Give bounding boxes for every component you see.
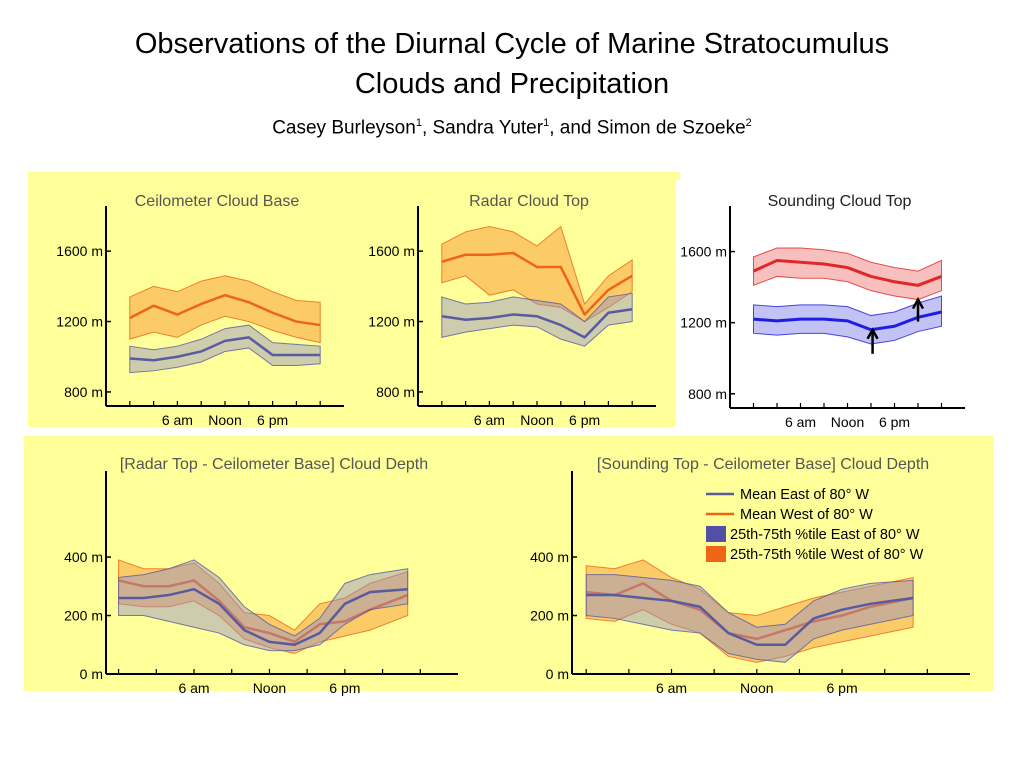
author-affiliation: 1	[415, 117, 422, 129]
mean-line-sounding_west	[752, 258, 943, 287]
author-name: Simon de Szoeke	[596, 117, 746, 139]
y-tick-label: 400 m	[64, 549, 103, 565]
mean-line-east	[129, 336, 321, 362]
chart-title: Radar Cloud Top	[469, 193, 589, 210]
x-tick-label: 6 am	[474, 412, 505, 428]
x-tick-label: Noon	[831, 414, 864, 430]
mean-line-east	[441, 308, 633, 339]
y-tick-label: 1600 m	[680, 244, 727, 260]
legend-box-swatch	[706, 526, 726, 542]
author-affiliation: 1	[543, 117, 550, 129]
iqr-band-west	[129, 275, 321, 344]
y-tick-label: 0 m	[80, 666, 103, 682]
iqr-band-west	[118, 559, 409, 655]
y-tick-label: 800 m	[376, 384, 415, 400]
author-name: Casey Burleyson	[272, 117, 416, 139]
y-tick-label: 800 m	[64, 384, 103, 400]
mean-line-sounding_east	[753, 310, 942, 332]
chart-title: Ceilometer Cloud Base	[135, 193, 300, 210]
ceilometer-cloud-base-chart: Ceilometer Cloud Base 800 m 1200 m 1600 m 6 …	[56, 193, 344, 428]
y-tick-label: 400 m	[530, 549, 569, 565]
x-tick-label: 6 am	[656, 680, 687, 696]
y-tick-label: 1200 m	[368, 314, 415, 330]
iqr-band-east	[118, 559, 409, 652]
x-tick-label: 6 am	[178, 680, 209, 696]
legend-label: 25th-75th %tile East of 80° W	[730, 527, 920, 543]
iqr-band-east	[585, 574, 914, 663]
y-tick-label: 800 m	[688, 386, 727, 402]
iqr-band-west	[585, 559, 914, 663]
author-separator: ,	[421, 117, 433, 139]
x-tick-label: 6 pm	[879, 414, 910, 430]
sounding-cloud-top-chart: Sounding Cloud Top 800 m 1200 m 1600 m 6 am N…	[676, 180, 976, 430]
y-tick-label: 1200 m	[56, 314, 103, 330]
page-title-line2: Clouds and Precipitation	[354, 68, 670, 100]
author-affiliation: 2	[745, 117, 752, 129]
legend-box-swatch	[706, 546, 726, 562]
annotation-arrowhead	[866, 327, 879, 340]
page-title-line1: Observations of the Diurnal Cycle of Mar…	[134, 28, 890, 60]
radar-depth-chart: [Radar Top - Ceilometer Base] Cloud Dept…	[64, 456, 458, 696]
legend-label: Mean East of 80° W	[740, 487, 869, 503]
chart-title: [Radar Top - Ceilometer Base] Cloud Dept…	[120, 456, 428, 473]
mean-line-west	[118, 579, 409, 644]
chart-title: Sounding Cloud Top	[768, 193, 912, 210]
x-tick-label: 6 pm	[257, 412, 288, 428]
y-tick-label: 200 m	[64, 608, 103, 624]
radar-cloud-top-chart: Radar Cloud Top 800 m 1200 m 1600 m 6 am Noon…	[368, 193, 656, 428]
legend-label: 25th-75th %tile West of 80° W	[730, 547, 924, 563]
x-tick-label: 6 am	[162, 412, 193, 428]
x-tick-label: 6 pm	[569, 412, 600, 428]
x-tick-label: Noon	[740, 680, 773, 696]
y-tick-label: 1200 m	[680, 315, 727, 331]
x-tick-label: 6 pm	[329, 680, 360, 696]
iqr-band-east	[441, 292, 633, 347]
x-tick-label: 6 am	[785, 414, 816, 430]
x-tick-label: Noon	[208, 412, 241, 428]
x-tick-label: Noon	[253, 680, 286, 696]
x-tick-label: 6 pm	[827, 680, 858, 696]
mean-line-west	[586, 582, 914, 641]
iqr-band-west	[441, 225, 633, 323]
y-tick-label: 200 m	[530, 608, 569, 624]
y-tick-label: 0 m	[546, 666, 569, 682]
authors-line: Casey Burleyson1, Sandra Yuter1, and Sim…	[0, 117, 1024, 139]
legend-label: Mean West of 80° W	[740, 507, 873, 523]
bottom-panel-background	[24, 436, 994, 691]
annotation-arrowhead	[911, 296, 925, 310]
mean-line-west	[441, 251, 633, 316]
author-separator: , and	[549, 117, 597, 139]
sounding-depth-chart: [Sounding Top - Ceilometer Base] Cloud D…	[530, 456, 970, 696]
x-tick-label: Noon	[520, 412, 553, 428]
y-tick-label: 1600 m	[368, 243, 415, 259]
mean-line-east	[118, 587, 408, 647]
chart-title: [Sounding Top - Ceilometer Base] Cloud D…	[597, 456, 929, 473]
iqr-band-east	[129, 324, 321, 374]
mean-line-west	[129, 293, 321, 327]
author-name: Sandra Yuter	[432, 117, 544, 139]
y-tick-label: 1600 m	[56, 243, 103, 259]
mean-line-east	[586, 593, 914, 647]
